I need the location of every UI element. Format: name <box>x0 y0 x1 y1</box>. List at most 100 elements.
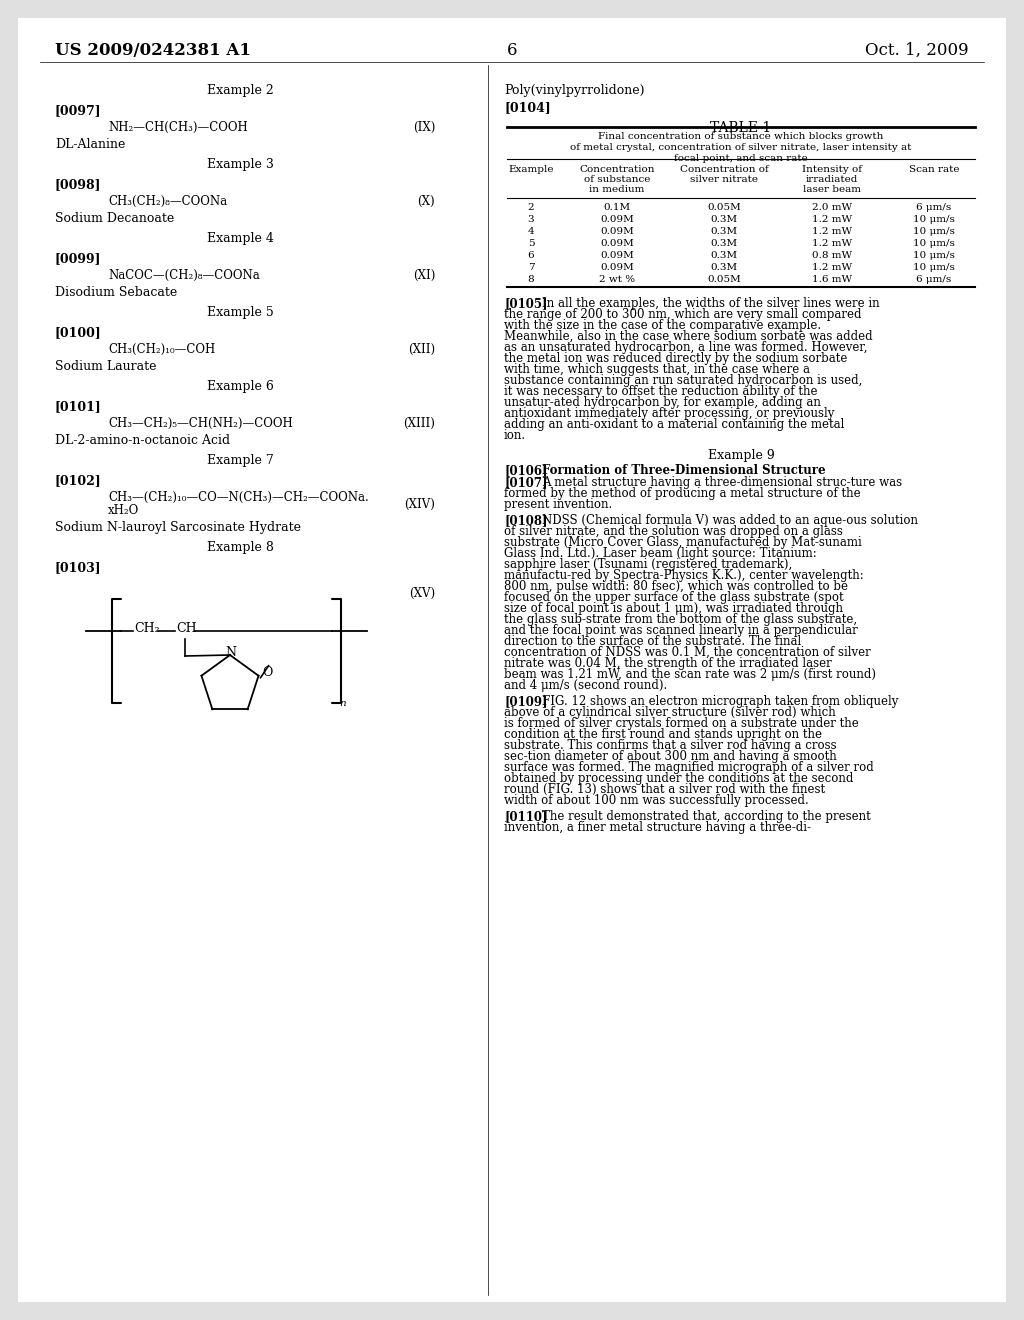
Text: 0.3M: 0.3M <box>711 239 737 248</box>
Text: width of about 100 nm was successfully processed.: width of about 100 nm was successfully p… <box>504 795 809 807</box>
Text: Meanwhile, also in the case where sodium sorbate was added: Meanwhile, also in the case where sodium… <box>504 330 872 343</box>
Text: NH₂—CH(CH₃)—COOH: NH₂—CH(CH₃)—COOH <box>108 121 248 135</box>
Text: Formation of Three-Dimensional Structure: Formation of Three-Dimensional Structure <box>542 465 825 477</box>
Text: focused on the upper surface of the glass substrate (spot: focused on the upper surface of the glas… <box>504 591 844 605</box>
Text: surface was formed. The magnified micrograph of a silver rod: surface was formed. The magnified microg… <box>504 762 873 774</box>
Text: 2 wt %: 2 wt % <box>599 275 635 284</box>
Text: (IX): (IX) <box>413 121 435 135</box>
Text: [0106]: [0106] <box>504 465 548 477</box>
Text: [0105]: [0105] <box>504 297 548 310</box>
Text: Final concentration of substance which blocks growth: Final concentration of substance which b… <box>598 132 884 141</box>
Text: [0103]: [0103] <box>55 561 101 574</box>
Text: focal point, and scan rate: focal point, and scan rate <box>674 154 808 162</box>
Text: Example 2: Example 2 <box>207 84 273 96</box>
Text: [0109]: [0109] <box>504 696 548 708</box>
Text: [0104]: [0104] <box>504 102 551 114</box>
Text: 1.2 mW: 1.2 mW <box>812 215 852 224</box>
Text: FIG. 12 shows an electron micrograph taken from obliquely: FIG. 12 shows an electron micrograph tak… <box>542 696 898 708</box>
Text: CH₂: CH₂ <box>134 622 160 635</box>
Text: 6 μm/s: 6 μm/s <box>916 275 951 284</box>
Text: substance containing an run saturated hydrocarbon is used,: substance containing an run saturated hy… <box>504 374 862 387</box>
Text: Oct. 1, 2009: Oct. 1, 2009 <box>865 42 969 59</box>
Text: A metal structure having a three-dimensional struc-ture was: A metal structure having a three-dimensi… <box>542 477 902 488</box>
Text: DL-Alanine: DL-Alanine <box>55 139 125 150</box>
Text: CH₃(CH₂)₁₀—COH: CH₃(CH₂)₁₀—COH <box>108 343 215 356</box>
Text: 0.09M: 0.09M <box>600 263 634 272</box>
Text: (XV): (XV) <box>409 587 435 601</box>
Text: 0.8 mW: 0.8 mW <box>812 251 852 260</box>
Text: 6: 6 <box>527 251 535 260</box>
Text: [0100]: [0100] <box>55 326 101 339</box>
Text: CH: CH <box>176 622 197 635</box>
Text: 0.3M: 0.3M <box>711 263 737 272</box>
Text: 0.09M: 0.09M <box>600 215 634 224</box>
Text: 0.05M: 0.05M <box>708 275 741 284</box>
Text: in medium: in medium <box>590 185 645 194</box>
Text: Sodium N-lauroyl Sarcosinate Hydrate: Sodium N-lauroyl Sarcosinate Hydrate <box>55 521 301 535</box>
Text: [0107]: [0107] <box>504 477 548 488</box>
Text: Intensity of: Intensity of <box>802 165 862 174</box>
Text: Poly(vinylpyrrolidone): Poly(vinylpyrrolidone) <box>504 84 644 96</box>
Text: 10 μm/s: 10 μm/s <box>913 215 955 224</box>
Text: concentration of NDSS was 0.1 M, the concentration of silver: concentration of NDSS was 0.1 M, the con… <box>504 645 870 659</box>
Text: substrate (Micro Cover Glass, manufactured by Mat-sunami: substrate (Micro Cover Glass, manufactur… <box>504 536 862 549</box>
Text: laser beam: laser beam <box>803 185 861 194</box>
Text: 5: 5 <box>527 239 535 248</box>
Text: with time, which suggests that, in the case where a: with time, which suggests that, in the c… <box>504 363 810 376</box>
Text: 1.6 mW: 1.6 mW <box>812 275 852 284</box>
Text: 2: 2 <box>527 203 535 213</box>
Text: O: O <box>262 665 273 678</box>
Text: manufactu-red by Spectra-Physics K.K.), center wavelength:: manufactu-red by Spectra-Physics K.K.), … <box>504 569 864 582</box>
Text: Example: Example <box>508 165 554 174</box>
Text: Concentration of: Concentration of <box>680 165 768 174</box>
Text: the metal ion was reduced directly by the sodium sorbate: the metal ion was reduced directly by th… <box>504 352 848 366</box>
Text: 1.2 mW: 1.2 mW <box>812 263 852 272</box>
Text: 1.2 mW: 1.2 mW <box>812 239 852 248</box>
Text: Example 8: Example 8 <box>207 541 273 554</box>
Text: unsatur-ated hydrocarbon by, for example, adding an: unsatur-ated hydrocarbon by, for example… <box>504 396 821 409</box>
Text: 7: 7 <box>527 263 535 272</box>
Text: is formed of silver crystals formed on a substrate under the: is formed of silver crystals formed on a… <box>504 717 859 730</box>
Text: Example 6: Example 6 <box>207 380 273 393</box>
Text: 2.0 mW: 2.0 mW <box>812 203 852 213</box>
Text: as an unsaturated hydrocarbon, a line was formed. However,: as an unsaturated hydrocarbon, a line wa… <box>504 341 867 354</box>
Text: [0101]: [0101] <box>55 400 101 413</box>
Text: 4: 4 <box>527 227 535 236</box>
Text: 800 nm, pulse width: 80 fsec), which was controlled to be: 800 nm, pulse width: 80 fsec), which was… <box>504 579 848 593</box>
Text: 10 μm/s: 10 μm/s <box>913 263 955 272</box>
Text: Disodium Sebacate: Disodium Sebacate <box>55 286 177 300</box>
Text: xH₂O: xH₂O <box>108 504 139 517</box>
Text: sec-tion diameter of about 300 nm and having a smooth: sec-tion diameter of about 300 nm and ha… <box>504 750 837 763</box>
Text: Example 7: Example 7 <box>207 454 273 467</box>
Text: irradiated: irradiated <box>806 176 858 183</box>
Text: TABLE 1: TABLE 1 <box>711 121 772 135</box>
Text: silver nitrate: silver nitrate <box>690 176 758 183</box>
Text: invention, a finer metal structure having a three-di-: invention, a finer metal structure havin… <box>504 821 811 834</box>
Text: of silver nitrate, and the solution was dropped on a glass: of silver nitrate, and the solution was … <box>504 525 843 539</box>
Text: with the size in the case of the comparative example.: with the size in the case of the compara… <box>504 319 821 333</box>
Text: Sodium Laurate: Sodium Laurate <box>55 360 157 374</box>
Text: NDSS (Chemical formula V) was added to an aque-ous solution: NDSS (Chemical formula V) was added to a… <box>542 513 918 527</box>
Text: adding an anti-oxidant to a material containing the metal: adding an anti-oxidant to a material con… <box>504 418 845 432</box>
Text: [0108]: [0108] <box>504 513 548 527</box>
Text: [0097]: [0097] <box>55 104 101 117</box>
Text: antioxidant immediately after processing, or previously: antioxidant immediately after processing… <box>504 407 835 420</box>
Text: substrate. This confirms that a silver rod having a cross: substrate. This confirms that a silver r… <box>504 739 837 752</box>
Text: (X): (X) <box>418 195 435 209</box>
Text: present invention.: present invention. <box>504 498 612 511</box>
Text: Example 4: Example 4 <box>207 232 273 246</box>
Text: condition at the first round and stands upright on the: condition at the first round and stands … <box>504 729 822 741</box>
Text: The result demonstrated that, according to the present: The result demonstrated that, according … <box>542 810 870 822</box>
Text: 6: 6 <box>507 42 517 59</box>
Text: Example 5: Example 5 <box>207 306 273 319</box>
Text: 3: 3 <box>527 215 535 224</box>
Text: In all the examples, the widths of the silver lines were in: In all the examples, the widths of the s… <box>542 297 880 310</box>
Text: (XII): (XII) <box>408 343 435 356</box>
Text: above of a cylindrical silver structure (silver rod) which: above of a cylindrical silver structure … <box>504 706 836 719</box>
Text: 0.3M: 0.3M <box>711 227 737 236</box>
Text: 10 μm/s: 10 μm/s <box>913 251 955 260</box>
Text: Scan rate: Scan rate <box>908 165 959 174</box>
Text: and 4 μm/s (second round).: and 4 μm/s (second round). <box>504 678 668 692</box>
Text: Glass Ind. Ltd.). Laser beam (light source: Titanium:: Glass Ind. Ltd.). Laser beam (light sour… <box>504 546 817 560</box>
Text: formed by the method of producing a metal structure of the: formed by the method of producing a meta… <box>504 487 860 500</box>
